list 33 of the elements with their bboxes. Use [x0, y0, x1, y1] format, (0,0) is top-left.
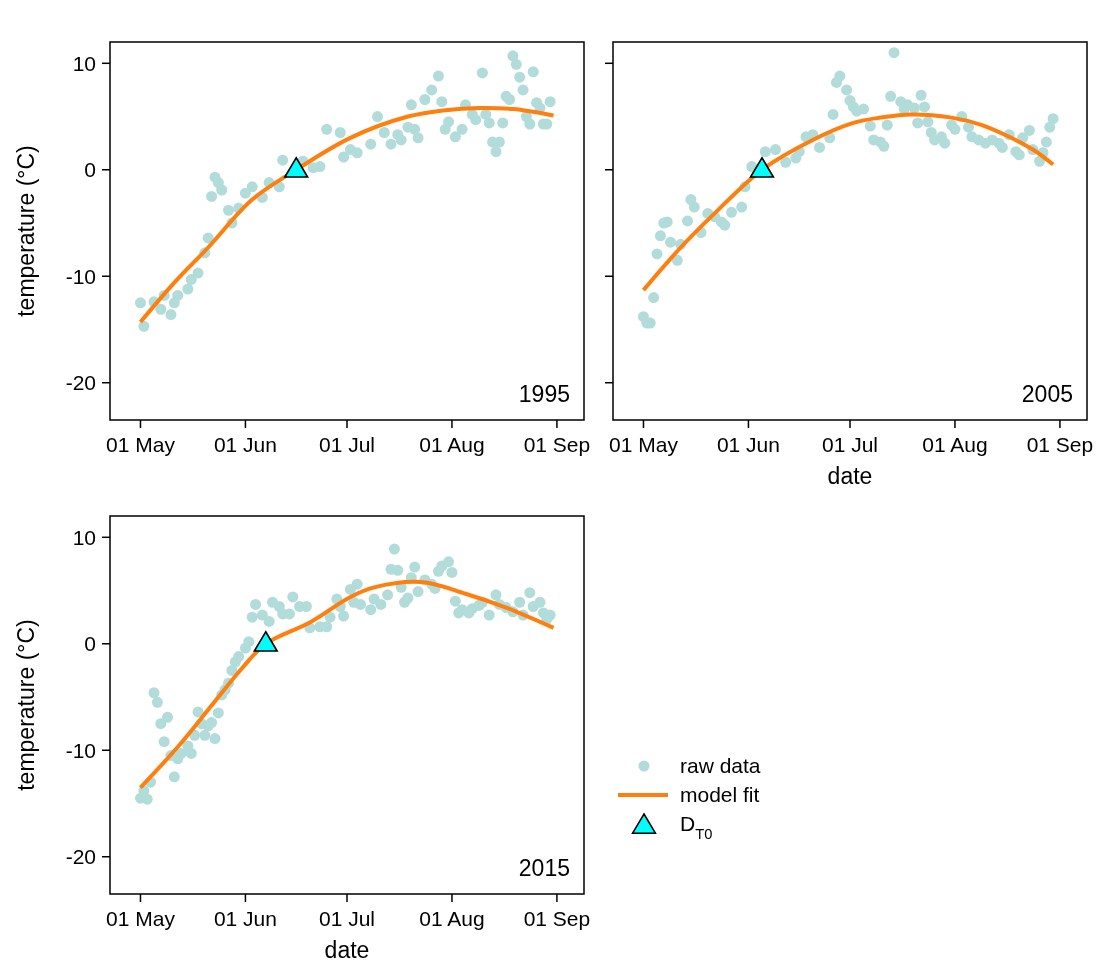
x-tick-label: 01 Jul [318, 907, 376, 930]
x-tick-label: 01 Aug [419, 907, 485, 930]
x-tick-label: 01 Jul [318, 433, 376, 456]
x-tick-label: 01 May [609, 433, 679, 456]
y-axis-title: temperature (°C) [13, 145, 39, 317]
x-tick-label: 01 May [106, 907, 176, 930]
x-tick-label: 01 Sep [1026, 433, 1094, 456]
x-tick-label: 01 Sep [523, 433, 591, 456]
x-tick-label: 01 Aug [922, 433, 988, 456]
x-tick-label: 01 Sep [523, 907, 591, 930]
x-tick-label: 01 Jun [213, 433, 277, 456]
text: 1995 [518, 381, 570, 407]
y-axis-title: temperature (°C) [13, 619, 39, 791]
y-tick-label: 10 [72, 525, 96, 549]
x-tick-label: 01 Jun [716, 433, 780, 456]
x-axis-title: date [827, 463, 873, 489]
y-tick-label: -20 [65, 845, 96, 869]
y-tick-label: -10 [65, 264, 96, 288]
y-tick-label: 0 [84, 632, 96, 656]
text: 2005 [1021, 381, 1073, 407]
x-tick-label: 01 May [106, 433, 176, 456]
legend-label: raw data [680, 754, 761, 778]
x-tick-label: 01 Aug [419, 433, 485, 456]
legend-label: model fit [680, 783, 760, 807]
text: 2015 [518, 855, 570, 881]
x-tick-label: 01 Jun [213, 907, 277, 930]
x-axis-title: date [324, 937, 370, 963]
y-tick-label: -10 [65, 738, 96, 762]
y-tick-label: 10 [72, 51, 96, 75]
legend-label: D$_{T0}$ [680, 812, 713, 843]
y-tick-label: -20 [65, 371, 96, 395]
x-tick-label: 01 Jul [821, 433, 879, 456]
y-tick-label: 0 [84, 158, 96, 182]
